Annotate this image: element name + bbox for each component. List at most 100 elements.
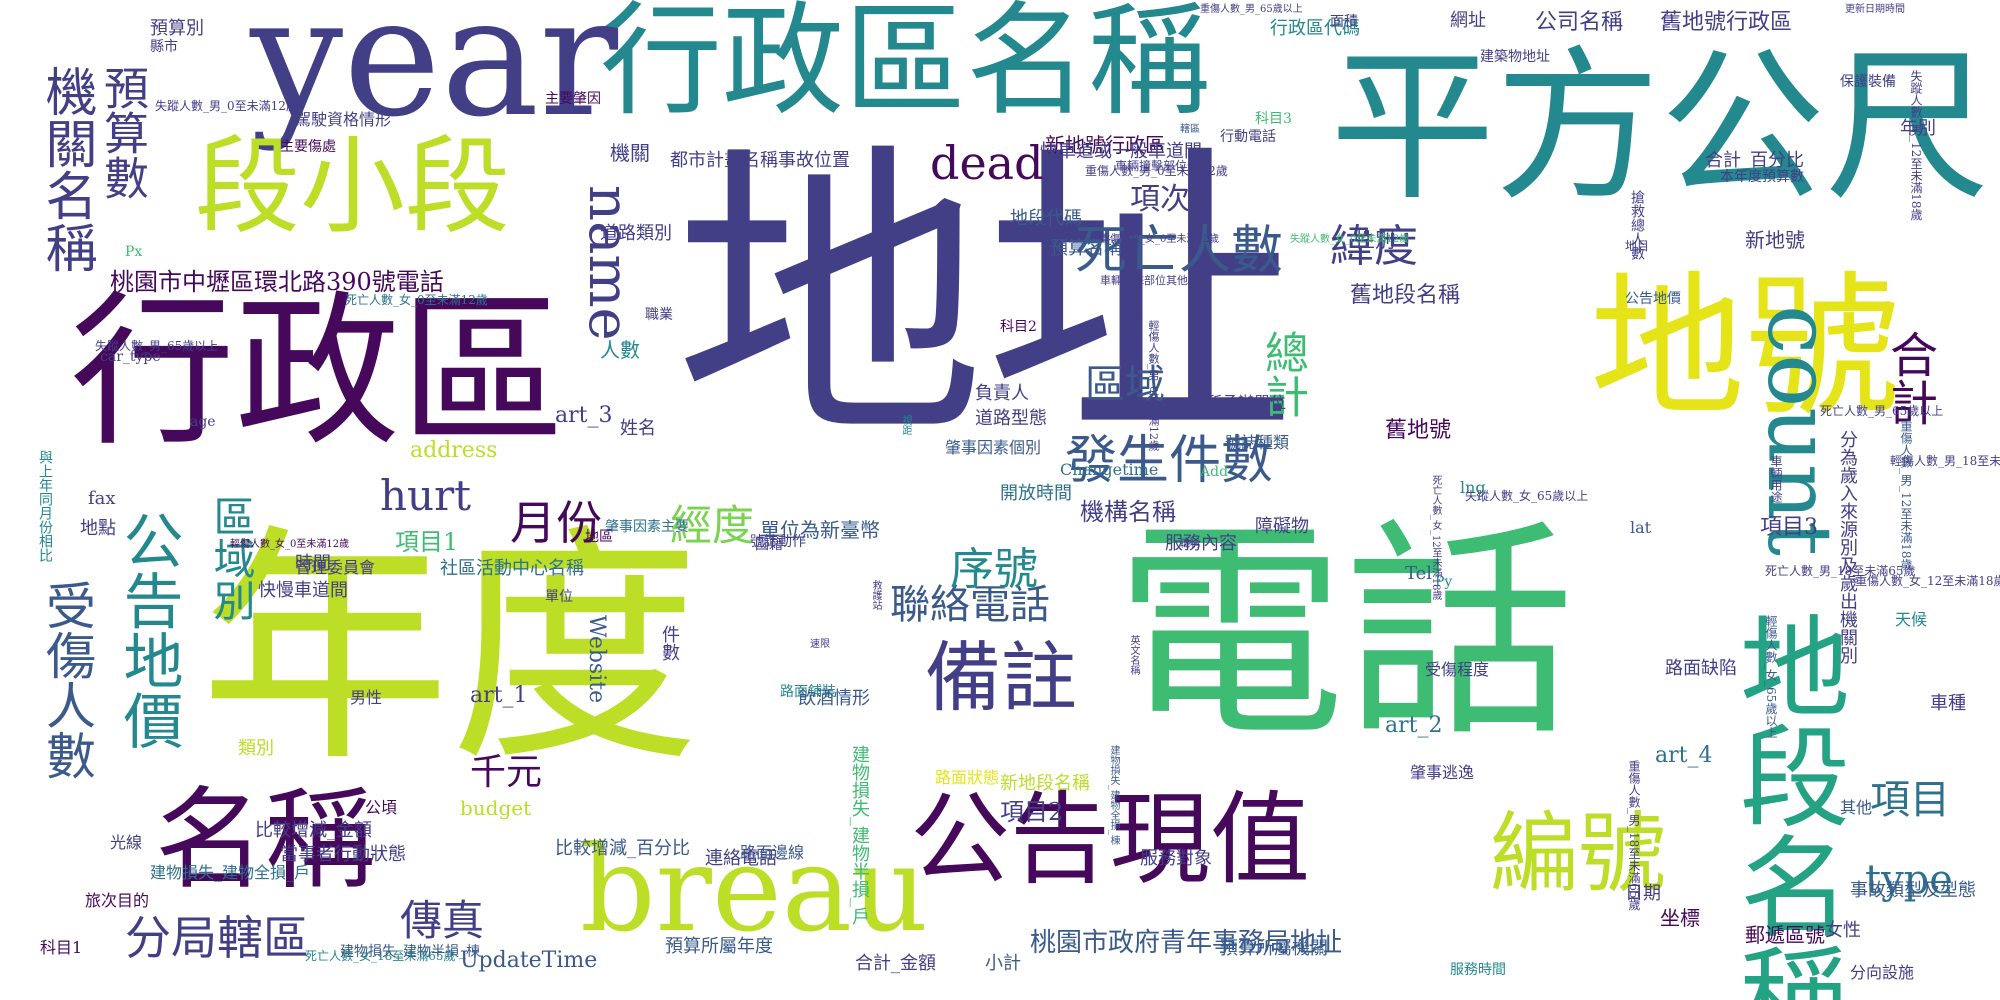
word: 道路型態 [975,408,1047,429]
word: 人數 [600,338,640,362]
word: 科目2 [1000,319,1037,335]
word: 旅次目的 [85,891,150,910]
word: 肇事因素個別 [945,438,1042,457]
word: 失蹤人數_女_0至未滿12歲 [1290,234,1410,245]
word: 死亡人數_女_12至未滿18歲 [1430,475,1441,601]
word: 連絡電話 [705,848,777,869]
word: 行政區 [70,276,565,468]
word: 比較增減_百分比 [555,838,690,859]
word: car_type [100,349,161,365]
word: 車種 [1930,693,1966,714]
word: hurt [380,471,472,520]
word: art_4 [1655,743,1713,768]
word: 死亡人數_男_18至未滿65歲 [1765,564,1916,578]
word: 失蹤人數_男_0至未滿12歲 [155,99,298,113]
word: 分局轄區 [125,911,309,965]
word: 重傷人數_女_0至未滿12歲 [1100,234,1220,245]
word: breau [580,820,929,958]
word: 社區活動中心名稱 [440,558,584,579]
word: 分向設施 [1850,963,1915,982]
word: 新地段名稱 [1000,773,1090,794]
word: 車輛用途 [1769,455,1783,503]
word: 保護裝備 [1840,74,1896,90]
word: 車輛撞擊部位最初 [1115,159,1212,173]
word: 路面邊線 [740,843,805,862]
word: 重傷人數_男_12至未滿18歲 [1899,420,1913,571]
word: UpdateTime [460,948,598,973]
word: 新地號行政區 [1045,133,1165,157]
word: 肇事逃逸 [1410,763,1475,782]
word: 比較增減_金額 [255,820,372,841]
word: 重傷人數_男_18至未滿65歲 [1627,760,1641,911]
word: 快車道或一般車道間 [1040,141,1202,162]
word: 桃園市中壢區環北路390號電話 [110,268,444,296]
word: 車輛撞擊部位其他 [1100,274,1188,287]
word: 肇事因素主要 [605,519,689,535]
word: 女性 [1825,920,1861,941]
word: 死亡人數_男_65歲以上 [1820,404,1944,418]
word: 合計_金額 [855,953,936,974]
word: 失蹤人數_女_65歲以上 [1465,489,1589,503]
word: 縣市 [150,39,178,55]
word: 地段名稱 [1721,610,1849,1000]
word: 服務對象 [1140,848,1212,869]
word: 年別 [1900,118,1936,139]
word: 重傷人數_男_65歲以上 [1200,4,1303,15]
word: 千元 [470,752,543,793]
word: count [1748,305,1851,556]
word: 快慢車道間 [258,580,348,601]
word: 公告地價 [113,510,183,750]
word: 服務內容 [1165,533,1237,554]
word: 舊地號 [1385,418,1452,443]
word: 時間 [295,553,331,574]
word: 緯度 [1330,221,1418,272]
word: 預算名稱 [1050,238,1122,259]
word: Add [1200,464,1229,480]
word: 郵遞區號 [1745,923,1825,947]
word: Tel [1405,563,1433,584]
word: 男性 [350,688,383,707]
word: 開放時間 [1000,483,1072,504]
word: 服務時間 [1450,962,1506,978]
word: 單位 [545,589,573,605]
word: budget [460,796,532,820]
word: 預算數 [96,65,149,200]
word: 舊地段名稱 [1350,283,1461,308]
word: 飲酒情形 [798,688,870,709]
word: 其他 [1840,798,1873,817]
word: 死亡人數 [1075,221,1284,281]
word: 天候 [1895,610,1928,629]
word: 合計_百分比 [1705,150,1804,171]
word: 項目1 [395,528,459,556]
word: 項目 [1870,777,1950,823]
word: 機關名稱 [36,65,96,273]
word: 公告地價 [1625,291,1681,307]
word: 項目2 [1000,798,1064,826]
word: 路面狀態 [935,768,1000,787]
word: 輕傷人數_女_0至未滿12歲 [230,539,350,550]
word: 機關 [610,141,650,165]
word: 單位為新臺幣 [760,518,880,542]
word: 建物損失_建物半損_棟 [340,944,480,960]
word: 合計 [1881,330,1937,426]
word: 國籍 [755,537,783,553]
word: 建物損失_建物全損_棟 [1108,745,1119,845]
word: 光線 [110,833,143,852]
word: 性別 [1355,228,1395,252]
word: 地址 [675,119,1295,480]
word: 速限 [810,639,830,650]
word: 機構名稱 [1080,498,1176,526]
word: 行政區名稱 [600,0,1210,132]
word: 更新日期時間 [1845,4,1905,15]
word: 失蹤人數_男_65歲以上 [95,339,219,353]
word: 段小段 [195,126,511,248]
word: 受傷人數 [38,580,96,780]
word: 搶救總人數 [1629,190,1645,260]
word: 主要傷處 [280,139,336,155]
word: 項次 [1130,182,1190,217]
word: 輕傷人數_男_0至未滿12歲 [1147,320,1160,451]
word: 備註 [925,633,1077,722]
word: 發生件數 [1065,431,1274,491]
word: 件數 [659,625,680,661]
